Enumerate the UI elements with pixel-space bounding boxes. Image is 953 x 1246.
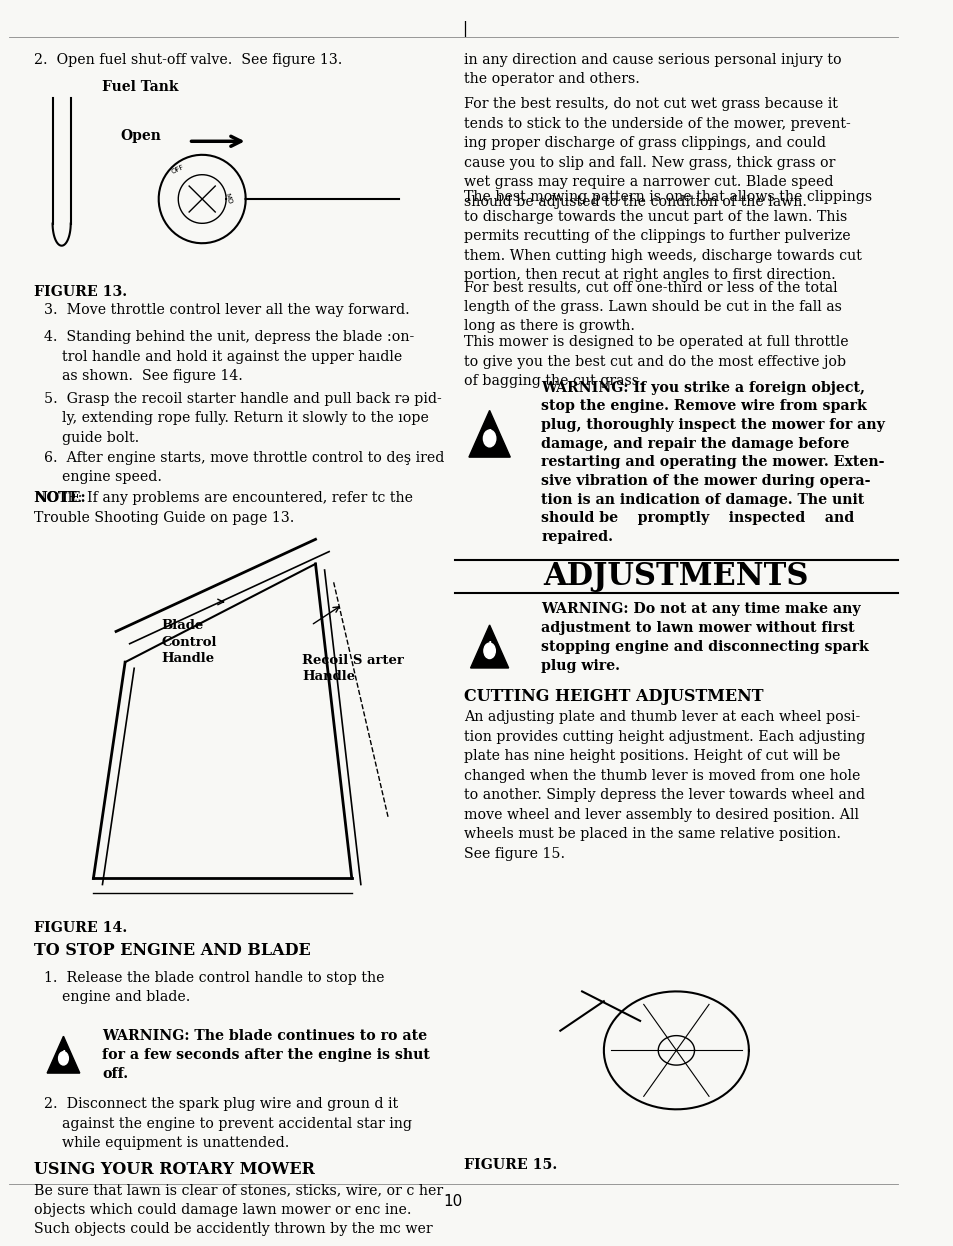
Text: |: | xyxy=(461,21,466,37)
Text: An adjusting plate and thumb lever at each wheel posi-
tion provides cutting hei: An adjusting plate and thumb lever at ea… xyxy=(464,710,864,861)
Circle shape xyxy=(483,430,496,447)
Text: CUTTING HEIGHT ADJUSTMENT: CUTTING HEIGHT ADJUSTMENT xyxy=(464,688,763,705)
Polygon shape xyxy=(469,410,510,457)
Text: MO: MO xyxy=(223,193,233,206)
Text: ADJUSTMENTS: ADJUSTMENTS xyxy=(543,561,808,592)
Polygon shape xyxy=(470,625,508,668)
Text: 3.  Move throttle control lever all the way forward.: 3. Move throttle control lever all the w… xyxy=(44,304,409,318)
Text: 6.  After engine starts, move throttle control to deş ired
    engine speed.: 6. After engine starts, move throttle co… xyxy=(44,451,443,485)
Text: Open: Open xyxy=(120,130,161,143)
Text: TO STOP ENGINE AND BLADE: TO STOP ENGINE AND BLADE xyxy=(34,942,311,959)
Text: The best mowing pattern is one that allows the clippings
to discharge towards th: The best mowing pattern is one that allo… xyxy=(464,191,871,283)
Text: USING YOUR ROTARY MOWER: USING YOUR ROTARY MOWER xyxy=(34,1161,315,1177)
Text: !: ! xyxy=(61,1049,66,1059)
Text: 10: 10 xyxy=(443,1194,462,1209)
Text: FIGURE 13.: FIGURE 13. xyxy=(34,285,128,299)
Text: For best results, cut off one-third or less of the total
length of the grass. La: For best results, cut off one-third or l… xyxy=(464,280,841,333)
Text: NOTE:: NOTE: xyxy=(34,491,86,506)
Text: WARNING: Do not at any time make any
adjustment to lawn mower without first
stop: WARNING: Do not at any time make any adj… xyxy=(540,602,868,673)
Text: in any direction and cause serious personal injury to
the operator and others.: in any direction and cause serious perso… xyxy=(464,52,841,86)
Text: Fuel Tank: Fuel Tank xyxy=(102,80,179,93)
Circle shape xyxy=(483,643,495,659)
Text: 4.  Standing behind the unit, depress the blade :on-
    trol handle and hold it: 4. Standing behind the unit, depress the… xyxy=(44,330,414,384)
Text: Blade
Control
Handle: Blade Control Handle xyxy=(161,619,216,665)
Text: This mower is designed to be operated at full throttle
to give you the best cut : This mower is designed to be operated at… xyxy=(464,335,848,389)
Text: For the best results, do not cut wet grass because it
tends to stick to the unde: For the best results, do not cut wet gra… xyxy=(464,97,850,208)
Text: Recoil S arter
Handle: Recoil S arter Handle xyxy=(301,654,403,683)
Polygon shape xyxy=(47,1037,80,1073)
Text: Be sure that lawn is clear of stones, sticks, wire, or c her
objects which could: Be sure that lawn is clear of stones, st… xyxy=(34,1182,443,1236)
Text: 5.  Grasp the recoil starter handle and pull back rə pid-
    ly, extending rope: 5. Grasp the recoil starter handle and p… xyxy=(44,392,441,445)
Text: OFF: OFF xyxy=(171,164,186,176)
Text: !: ! xyxy=(487,642,492,652)
Text: !: ! xyxy=(487,429,492,439)
Text: 2.  Disconnect the spark plug wire and groun d it
    against the engine to prev: 2. Disconnect the spark plug wire and gr… xyxy=(44,1096,411,1150)
Text: WARNING: If you strike a foreign object,
stop the engine. Remove wire from spark: WARNING: If you strike a foreign object,… xyxy=(540,381,884,543)
Text: WARNING: The blade continues to ro ate
for a few seconds after the engine is shu: WARNING: The blade continues to ro ate f… xyxy=(102,1029,430,1082)
Text: FIGURE 15.: FIGURE 15. xyxy=(464,1159,557,1172)
Text: 2.  Open fuel shut-off valve.  See figure 13.: 2. Open fuel shut-off valve. See figure … xyxy=(34,52,342,67)
Text: FIGURE 14.: FIGURE 14. xyxy=(34,921,128,936)
Text: NOTE: If any problems are encountered, refer tc the
Trouble Shooting Guide on pa: NOTE: If any problems are encountered, r… xyxy=(34,491,413,525)
Text: 1.  Release the blade control handle to stop the
    engine and blade.: 1. Release the blade control handle to s… xyxy=(44,971,384,1004)
Circle shape xyxy=(58,1052,69,1065)
